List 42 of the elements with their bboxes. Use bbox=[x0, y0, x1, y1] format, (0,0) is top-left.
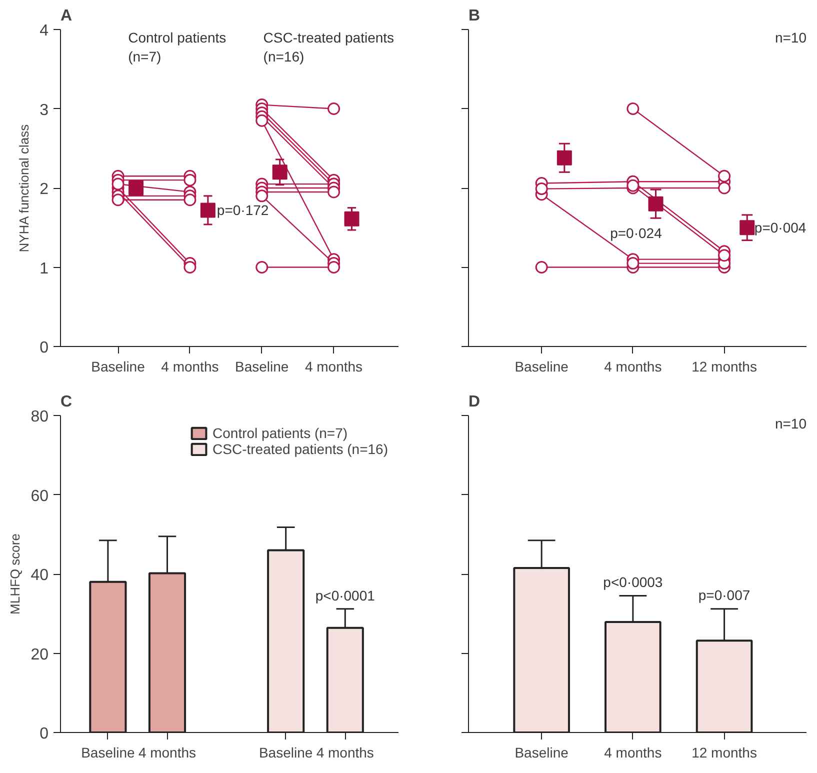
y-axis-title: MLHFQ score bbox=[8, 534, 23, 614]
x-tick-label: 12 months bbox=[692, 744, 757, 760]
legend-label: CSC-treated patients (n=16) bbox=[212, 441, 388, 457]
x-tick-label: Baseline bbox=[235, 358, 289, 374]
y-tick-label: 0 bbox=[40, 726, 49, 742]
x-tick-label: Baseline bbox=[91, 358, 146, 374]
chart-title: B bbox=[468, 8, 480, 24]
x-tick-label: 4 months bbox=[604, 744, 662, 760]
x-tick-label: 12 months bbox=[692, 358, 757, 374]
annotation: CSC-treated patients (n=16) bbox=[263, 30, 394, 65]
y-tick-label: 40 bbox=[30, 567, 49, 584]
y-tick-label: 60 bbox=[30, 488, 49, 505]
x-tick-label: Baseline bbox=[81, 744, 136, 760]
annotation: p<0·0003 bbox=[603, 574, 663, 590]
annotation: p=0·007 bbox=[698, 586, 750, 603]
y-tick-label: 0 bbox=[40, 340, 49, 356]
legend-label: Control patients (n=7) bbox=[212, 425, 348, 441]
x-tick-label: Baseline bbox=[514, 744, 569, 760]
y-tick-label: 3 bbox=[40, 102, 49, 119]
annotation: n=10 bbox=[774, 416, 807, 432]
x-tick-label: Baseline bbox=[258, 744, 313, 760]
annotation: p<0·0001 bbox=[315, 588, 376, 604]
x-tick-label: 4 months bbox=[161, 358, 219, 374]
chart-title: A bbox=[60, 8, 72, 24]
y-tick-label: 4 bbox=[40, 22, 49, 40]
x-tick-label: 4 months bbox=[304, 358, 363, 374]
x-tick-label: 4 months bbox=[604, 358, 662, 374]
y-tick-label: 80 bbox=[30, 408, 49, 426]
x-tick-label: 4 months bbox=[316, 744, 374, 760]
annotation: p=0·024 bbox=[610, 225, 662, 242]
chart-title: C bbox=[60, 394, 72, 410]
x-tick-label: 4 months bbox=[138, 744, 196, 760]
y-tick-label: 1 bbox=[40, 260, 49, 278]
annotation: Control patients (n=7) bbox=[128, 30, 226, 65]
annotation: n=10 bbox=[774, 30, 807, 46]
chart-title: D bbox=[468, 394, 480, 410]
y-tick-label: 20 bbox=[30, 646, 49, 664]
y-tick-label: 2 bbox=[40, 181, 49, 198]
annotation: p=0·172 bbox=[216, 202, 269, 218]
y-axis-title: NYHA functional class bbox=[16, 124, 32, 252]
x-tick-label: Baseline bbox=[514, 358, 569, 374]
annotation: p=0·004 bbox=[754, 220, 806, 236]
